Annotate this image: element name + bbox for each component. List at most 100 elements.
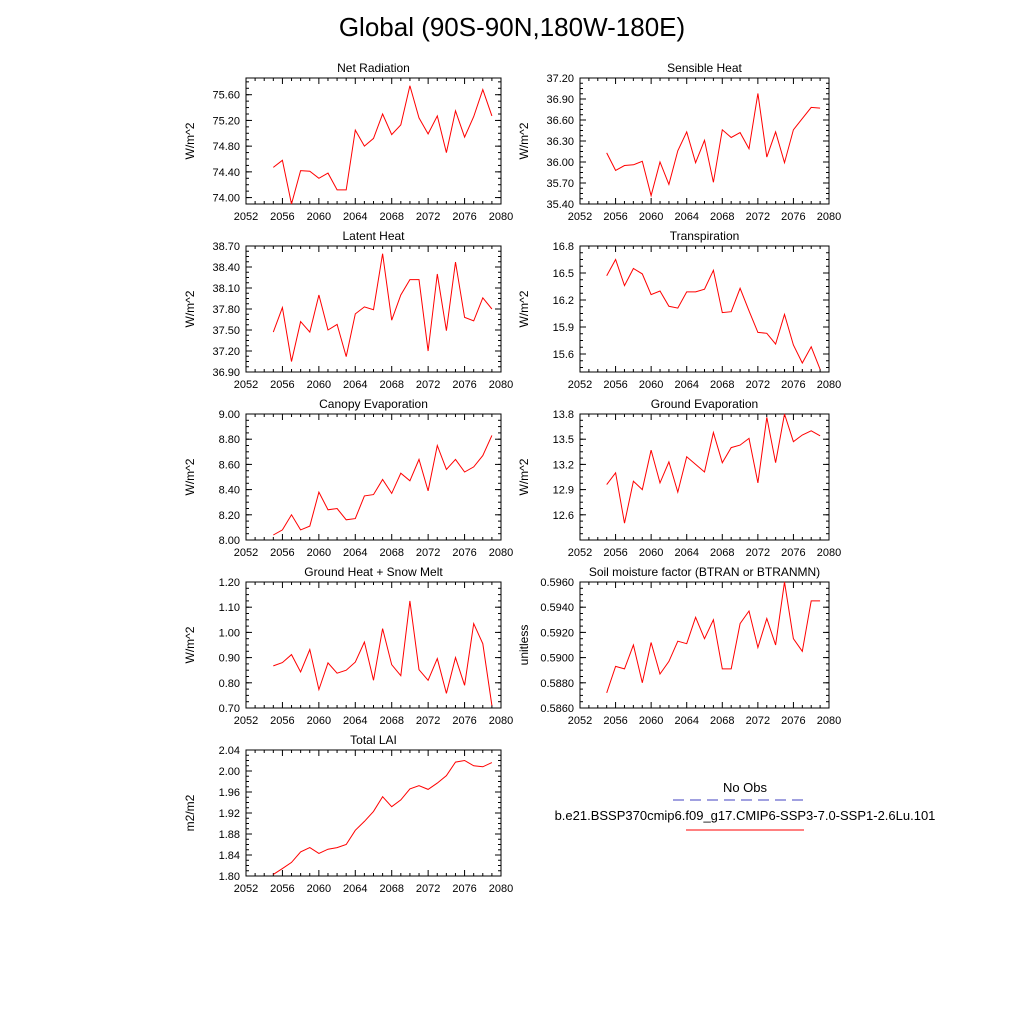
- x-tick-label: 2068: [379, 547, 403, 559]
- y-tick-label: 13.5: [553, 434, 574, 446]
- x-tick-label: 2064: [343, 379, 367, 391]
- x-tick-label: 2076: [452, 883, 476, 895]
- x-tick-label: 2072: [746, 547, 770, 559]
- x-tick-label: 2056: [270, 715, 294, 727]
- chart-title: Soil moisture factor (BTRAN or BTRANMN): [589, 565, 820, 579]
- y-axis-label: W/m^2: [183, 458, 197, 495]
- y-tick-label: 38.70: [212, 241, 240, 253]
- x-tick-label: 2080: [817, 715, 841, 727]
- x-tick-label: 2052: [568, 547, 592, 559]
- y-axis-label: W/m^2: [517, 290, 531, 327]
- y-tick-label: 36.00: [546, 157, 574, 169]
- x-tick-label: 2064: [674, 547, 698, 559]
- x-tick-label: 2060: [307, 547, 331, 559]
- chart-title: Canopy Evaporation: [319, 397, 428, 411]
- chart-panel: Ground Heat + Snow Melt 2052 2056 2060 2064 2…: [183, 565, 513, 727]
- x-tick-label: 2052: [568, 211, 592, 223]
- x-tick-label: 2068: [710, 211, 734, 223]
- x-tick-label: 2052: [568, 715, 592, 727]
- y-tick-label: 74.80: [212, 141, 240, 153]
- y-tick-label: 1.92: [219, 808, 240, 820]
- x-tick-label: 2056: [270, 211, 294, 223]
- x-tick-label: 2076: [452, 547, 476, 559]
- plot-frame: [579, 581, 830, 709]
- x-tick-label: 2056: [603, 547, 627, 559]
- x-tick-label: 2076: [781, 715, 805, 727]
- y-tick-label: 1.96: [219, 787, 240, 799]
- plot-frame: [245, 581, 502, 709]
- chart-title: Transpiration: [670, 229, 740, 243]
- x-tick-label: 2052: [234, 379, 258, 391]
- x-tick-label: 2080: [489, 211, 513, 223]
- x-tick-label: 2064: [343, 883, 367, 895]
- y-tick-label: 0.90: [219, 653, 240, 665]
- x-tick-label: 2068: [379, 211, 403, 223]
- y-tick-label: 8.20: [219, 510, 240, 522]
- y-tick-label: 15.9: [553, 322, 574, 334]
- x-tick-label: 2076: [452, 715, 476, 727]
- y-tick-label: 16.8: [553, 241, 574, 253]
- legend: No Obs b.e21.BSSP370cmip6.f09_g17.CMIP6-…: [555, 780, 936, 831]
- y-tick-label: 2.04: [219, 745, 240, 757]
- x-tick-label: 2064: [343, 715, 367, 727]
- x-tick-label: 2072: [746, 715, 770, 727]
- chart-title: Latent Heat: [342, 229, 405, 243]
- x-tick-label: 2060: [307, 211, 331, 223]
- x-tick-label: 2076: [781, 211, 805, 223]
- plot-frame: [245, 413, 502, 541]
- x-tick-label: 2060: [639, 715, 663, 727]
- series-line: [273, 600, 493, 706]
- x-tick-label: 2080: [489, 379, 513, 391]
- y-tick-label: 36.60: [546, 115, 574, 127]
- series-line: [273, 435, 493, 536]
- y-axis-label: W/m^2: [183, 290, 197, 327]
- y-tick-label: 1.84: [219, 850, 240, 862]
- chart-title: Ground Evaporation: [651, 397, 758, 411]
- y-tick-label: 8.00: [219, 535, 240, 547]
- chart-panel: Ground Evaporation 2052 2056 2060 2064 2068 20…: [517, 397, 841, 559]
- y-tick-label: 35.40: [546, 199, 574, 211]
- x-tick-label: 2052: [234, 547, 258, 559]
- x-tick-label: 2080: [817, 379, 841, 391]
- series-line: [273, 759, 493, 875]
- y-tick-label: 8.40: [219, 485, 240, 497]
- y-tick-label: 16.5: [553, 268, 574, 280]
- y-tick-label: 1.80: [219, 871, 240, 883]
- x-tick-label: 2076: [781, 547, 805, 559]
- x-tick-label: 2068: [710, 715, 734, 727]
- series-line: [606, 413, 821, 524]
- plot-frame: [245, 77, 502, 205]
- y-tick-label: 16.2: [553, 295, 574, 307]
- chart-panel: Total LAI 2052 2056 2060 2064 2068 2072 2076 208…: [183, 733, 513, 895]
- x-tick-label: 2064: [674, 379, 698, 391]
- y-tick-label: 74.00: [212, 193, 240, 205]
- legend-model-label: b.e21.BSSP370cmip6.f09_g17.CMIP6-SSP3-7.…: [555, 808, 936, 823]
- series-line: [272, 85, 493, 205]
- series-line: [272, 253, 493, 362]
- chart-title: Net Radiation: [337, 61, 410, 75]
- x-tick-label: 2080: [489, 883, 513, 895]
- series-line: [606, 93, 821, 198]
- y-tick-label: 1.88: [219, 829, 240, 841]
- y-tick-label: 9.00: [219, 409, 240, 421]
- y-tick-label: 37.80: [212, 304, 240, 316]
- chart-panel: Net Radiation 2052 2056 2060 2064 2068 2072 207…: [183, 61, 513, 223]
- y-tick-label: 0.80: [219, 678, 240, 690]
- x-tick-label: 2072: [416, 715, 440, 727]
- x-tick-label: 2052: [234, 715, 258, 727]
- page-title: Global (90S-90N,180W-180E): [338, 12, 686, 42]
- y-tick-label: 37.20: [212, 346, 240, 358]
- x-tick-label: 2064: [674, 715, 698, 727]
- y-tick-label: 1.10: [219, 602, 240, 614]
- x-tick-label: 2064: [343, 547, 367, 559]
- x-tick-label: 2060: [307, 379, 331, 391]
- x-tick-label: 2052: [234, 883, 258, 895]
- chart-title: Ground Heat + Snow Melt: [304, 565, 443, 579]
- chart-title: Total LAI: [350, 733, 397, 747]
- x-tick-label: 2068: [379, 715, 403, 727]
- x-tick-label: 2068: [710, 547, 734, 559]
- x-tick-label: 2076: [452, 379, 476, 391]
- y-axis-label: W/m^2: [517, 122, 531, 159]
- plot-frame: [579, 413, 830, 541]
